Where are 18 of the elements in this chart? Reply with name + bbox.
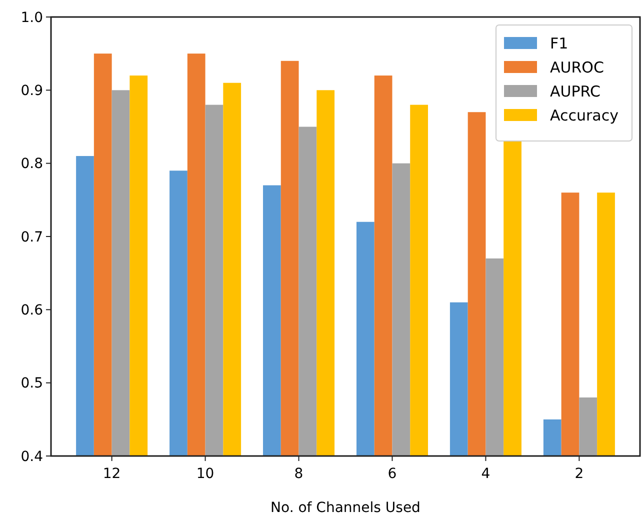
y-tick-label: 1.0 [20, 10, 43, 26]
x-tick-label: 6 [388, 466, 397, 482]
x-tick-label: 4 [481, 466, 490, 482]
legend-label: AUROC [550, 58, 604, 76]
y-tick-label: 0.6 [20, 302, 44, 319]
y-tick-label: 0.7 [20, 229, 43, 246]
y-tick-label: 0.4 [20, 448, 44, 465]
x-tick-label: 2 [574, 466, 584, 482]
legend-label: Accuracy [550, 106, 619, 124]
x-tick-label: 12 [102, 466, 121, 482]
legend-label: AUPRC [550, 82, 600, 100]
x-tick-label: 10 [196, 466, 214, 482]
y-tick-label: 0.8 [20, 156, 43, 172]
x-tick-label: 8 [294, 466, 304, 482]
legend-label: F1 [550, 34, 568, 52]
y-tick-label: 0.9 [20, 83, 43, 100]
x-axis-title: No. of Channels Used [270, 500, 420, 516]
y-tick-label: 0.5 [20, 376, 43, 392]
